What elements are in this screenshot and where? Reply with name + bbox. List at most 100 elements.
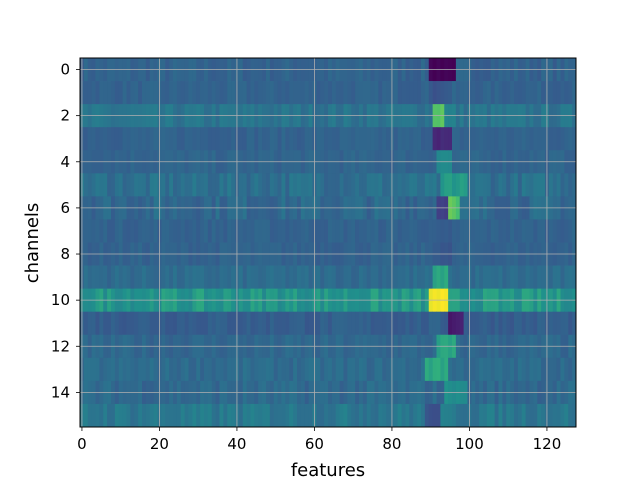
y-tick-label: 14: [51, 383, 70, 401]
heatmap-cell: [471, 311, 476, 336]
heatmap-cell: [397, 265, 403, 290]
heatmap-cell: [176, 403, 182, 428]
heatmap-cell: [134, 81, 139, 105]
heatmap-cell: [343, 81, 348, 105]
heatmap-cell: [486, 173, 492, 197]
heatmap-cell: [490, 127, 496, 151]
heatmap-cell: [293, 219, 298, 243]
heatmap-cell: [281, 357, 286, 382]
heatmap-cell: [463, 219, 468, 243]
heatmap-cell: [529, 311, 534, 336]
heatmap-cell: [475, 311, 480, 336]
heatmap-cell: [161, 173, 166, 197]
heatmap-cell: [289, 127, 294, 151]
heatmap-cell: [564, 173, 569, 197]
heatmap-cell: [130, 357, 135, 382]
heatmap-cell: [254, 357, 259, 382]
heatmap-cell: [510, 127, 515, 151]
heatmap-cell: [149, 173, 155, 197]
heatmap-cell: [242, 127, 248, 151]
heatmap-cell: [99, 127, 104, 151]
heatmap-cell: [324, 403, 329, 428]
heatmap-cell: [281, 219, 286, 243]
heatmap-cell: [211, 81, 217, 105]
heatmap-cell: [223, 127, 228, 151]
heatmap-cell: [483, 357, 488, 382]
heatmap-cell: [378, 357, 383, 382]
heatmap-cell: [498, 219, 503, 243]
heatmap-cell: [91, 357, 96, 382]
heatmap-cell: [560, 127, 565, 151]
heatmap-cell: [370, 219, 375, 243]
heatmap-cell: [196, 173, 201, 197]
heatmap-cell: [134, 173, 139, 197]
heatmap-cell: [304, 311, 310, 336]
heatmap-cell: [452, 357, 457, 382]
heatmap-cell: [537, 173, 542, 197]
heatmap-cell: [490, 403, 496, 428]
heatmap-cell: [370, 173, 375, 197]
heatmap-cell: [448, 173, 453, 197]
heatmap-cell: [483, 127, 488, 151]
heatmap-cell: [506, 173, 511, 197]
heatmap-cell: [417, 265, 422, 290]
heatmap-cell: [238, 127, 244, 151]
heatmap-cell: [289, 403, 294, 428]
heatmap-cell: [409, 81, 414, 105]
heatmap-cell: [169, 403, 174, 428]
heatmap-cell: [471, 357, 476, 382]
heatmap-cell: [176, 127, 182, 151]
heatmap-cell: [273, 219, 279, 243]
heatmap-cell: [452, 127, 457, 151]
heatmap-cell: [207, 127, 213, 151]
heatmap-cell: [138, 219, 143, 243]
heatmap-cell: [331, 173, 337, 197]
heatmap-cell: [215, 81, 220, 105]
heatmap-cell: [145, 127, 151, 151]
heatmap-cell: [421, 219, 426, 243]
heatmap-cell: [498, 311, 503, 336]
heatmap-cell: [397, 311, 403, 336]
heatmap-cell: [510, 403, 515, 428]
heatmap-cell: [246, 219, 251, 243]
heatmap-cell: [91, 219, 96, 243]
heatmap-cell: [176, 311, 182, 336]
heatmap-cell: [455, 357, 461, 382]
heatmap-cell: [405, 127, 410, 151]
heatmap-cell: [370, 403, 375, 428]
heatmap-cell: [297, 311, 302, 336]
heatmap-cell: [529, 357, 534, 382]
heatmap-cell: [246, 81, 251, 105]
heatmap-cell: [328, 311, 333, 336]
heatmap-cell: [552, 81, 558, 105]
heatmap-cell: [413, 403, 418, 428]
heatmap-cell: [142, 357, 147, 382]
heatmap-cell: [541, 81, 546, 105]
heatmap-cell: [479, 173, 484, 197]
heatmap-cell: [339, 173, 344, 197]
heatmap-cell: [99, 173, 104, 197]
heatmap-cell: [266, 403, 271, 428]
heatmap-cell: [304, 357, 310, 382]
heatmap-cell: [328, 173, 333, 197]
heatmap-cell: [219, 265, 224, 290]
heatmap-cell: [304, 127, 310, 151]
heatmap-cell: [289, 173, 294, 197]
heatmap-cell: [165, 311, 170, 336]
heatmap-cell: [207, 357, 213, 382]
heatmap-cell: [118, 173, 124, 197]
heatmap-cell: [413, 311, 418, 336]
heatmap-cell: [514, 311, 519, 336]
heatmap-cell: [533, 219, 538, 243]
heatmap-cell: [351, 357, 356, 382]
heatmap-cell: [285, 403, 290, 428]
heatmap-cell: [359, 311, 364, 336]
heatmap-cell: [300, 265, 306, 290]
heatmap-cell: [118, 311, 124, 336]
heatmap-cell: [99, 81, 104, 105]
heatmap-cell: [355, 219, 360, 243]
heatmap-cell: [552, 127, 558, 151]
heatmap-cell: [444, 173, 449, 197]
heatmap-cell: [320, 311, 325, 336]
